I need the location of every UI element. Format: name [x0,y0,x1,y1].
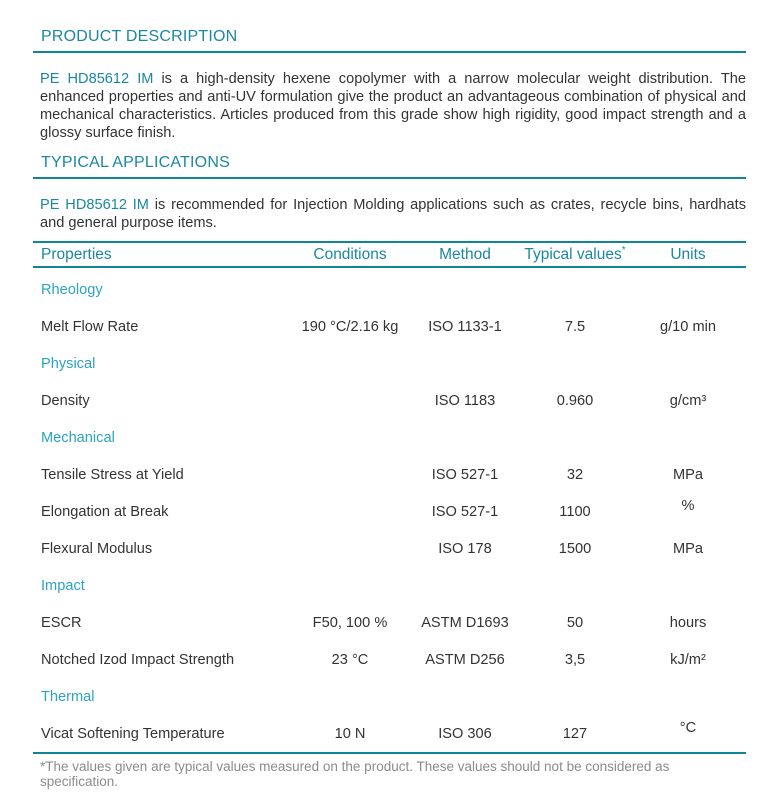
section-name-physical: Physical [41,355,96,372]
cell-conditions: 190 °C/2.16 kg [301,318,399,335]
table-header-row: Properties Conditions Method Typical val… [33,241,746,268]
cell-value: 3,5 [564,651,586,668]
product-description-text: is a high-density hexene copolymer with … [40,71,746,141]
cell-property: Elongation at Break [41,503,169,520]
cell-value: 1500 [558,540,592,557]
header-typical-values: Typical values* [520,245,630,264]
table-row: Density ISO 1183 0.960 g/cm³ [33,382,746,419]
cell-unit: MPa [672,540,703,557]
product-name: PE HD85612 IM [40,71,154,87]
header-method: Method [439,245,491,263]
cell-property: Density [41,392,90,409]
typical-values-superscript: * [621,244,626,256]
cell-unit: g/10 min [660,318,716,335]
cell-method: ASTM D256 [425,651,505,668]
cell-unit: g/cm³ [669,392,707,409]
cell-conditions: 23 °C [331,651,369,668]
cell-value: 1100 [559,503,591,520]
cell-property: Flexural Modulus [41,540,153,557]
table-body: Rheology Melt Flow Rate 190 °C/2.16 kg I… [33,268,746,752]
section-name-mechanical: Mechanical [41,429,115,446]
cell-unit: hours [669,614,707,631]
product-name: PE HD85612 IM [40,197,149,213]
properties-table: Properties Conditions Method Typical val… [33,241,746,752]
cell-method: ISO 527-1 [431,503,499,520]
table-row: Tensile Stress at Yield ISO 527-1 32 MPa [33,456,746,493]
typical-applications-text: is recommended for Injection Molding app… [40,197,746,231]
cell-method: ISO 178 [438,540,492,557]
product-description-paragraph: PE HD85612 IM is a high-density hexene c… [33,70,746,142]
product-description-heading: PRODUCT DESCRIPTION [33,28,746,53]
cell-unit: % [681,497,695,514]
cell-value: 32 [566,466,584,483]
cell-method: ISO 1183 [434,392,496,409]
datasheet-content: PRODUCT DESCRIPTION PE HD85612 IM is a h… [33,28,746,789]
header-units: Units [670,245,706,263]
cell-value: 127 [562,725,588,742]
table-bottom-rule [33,752,746,754]
header-conditions: Conditions [313,245,387,263]
cell-property: Melt Flow Rate [41,318,139,335]
cell-conditions: 10 N [334,725,366,742]
cell-unit: MPa [672,466,703,483]
cell-property: ESCR [41,614,82,631]
cell-method: ISO 527-1 [431,466,499,483]
table-row: ESCR F50, 100 % ASTM D1693 50 hours [33,604,746,641]
cell-method: ISO 306 [438,725,492,742]
table-row: Flexural Modulus ISO 178 1500 MPa [33,530,746,567]
typical-applications-paragraph: PE HD85612 IM is recommended for Injecti… [33,196,746,232]
typical-applications-heading: TYPICAL APPLICATIONS [33,154,746,179]
cell-value: 7.5 [564,318,586,335]
section-name-thermal: Thermal [41,688,95,705]
cell-unit: kJ/m² [670,651,706,668]
table-row: Vicat Softening Temperature 10 N ISO 306… [33,715,746,752]
section-name-impact: Impact [41,577,85,594]
header-typical-values-label: Typical values [524,246,622,264]
cell-method: ISO 1133-1 [428,318,502,335]
table-row: Notched Izod Impact Strength 23 °C ASTM … [33,641,746,678]
cell-property: Notched Izod Impact Strength [41,651,235,668]
table-row: Melt Flow Rate 190 °C/2.16 kg ISO 1133-1… [33,308,746,345]
cell-value: 0.960 [556,392,594,409]
cell-value: 50 [566,614,584,631]
cell-property: Tensile Stress at Yield [41,466,184,483]
header-properties: Properties [41,245,112,263]
cell-method: ASTM D1693 [421,614,509,631]
cell-conditions: F50, 100 % [312,614,388,631]
cell-unit: °C [679,719,697,736]
section-name-rheology: Rheology [41,281,103,298]
footnote-text: *The values given are typical values mea… [40,759,670,789]
cell-property: Vicat Softening Temperature [41,725,225,742]
table-row: Elongation at Break ISO 527-1 1100 % [33,493,746,530]
